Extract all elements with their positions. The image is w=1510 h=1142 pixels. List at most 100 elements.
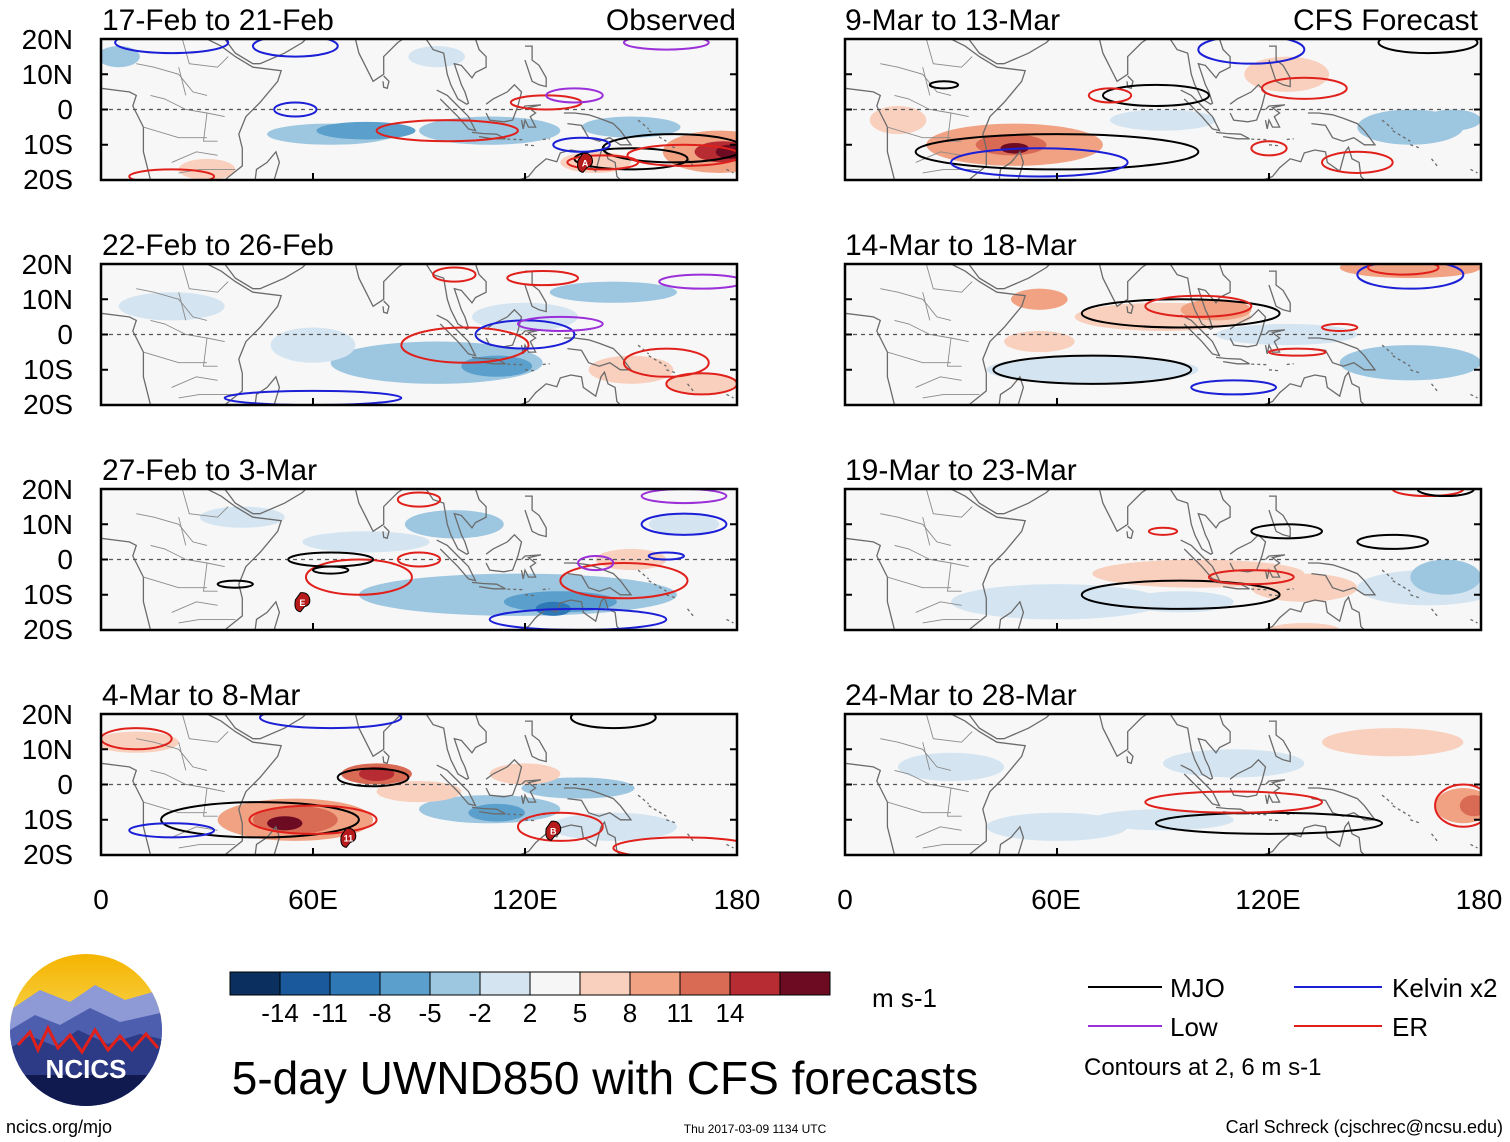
island-chain: [666, 819, 678, 824]
coastline: [1307, 112, 1377, 146]
contour-E: [1434, 783, 1481, 828]
contour-M: [1416, 489, 1475, 498]
contour-E: [516, 811, 604, 842]
coastline: [845, 489, 1027, 630]
panel-title-obs-1: 17-Feb to 21-Feb: [102, 4, 334, 37]
coastline: [1244, 370, 1365, 405]
border: [915, 601, 962, 613]
coastline: [1264, 554, 1286, 580]
island-chain: [507, 363, 526, 366]
island-chain: [637, 569, 650, 580]
border: [171, 151, 218, 163]
contour-M: [216, 579, 254, 589]
border: [136, 513, 208, 546]
contour-M: [928, 80, 960, 90]
border: [136, 63, 208, 96]
anomaly-region: [118, 292, 225, 321]
anomaly-region: [1339, 264, 1481, 279]
wave-contours: [223, 266, 737, 405]
colorbar-tick-label: -11: [312, 998, 348, 1028]
coastline: [845, 762, 896, 855]
country-borders: [880, 264, 980, 399]
lon-label-180-right: 180: [1456, 884, 1503, 915]
coastline: [1215, 356, 1250, 365]
anomaly-region: [648, 513, 720, 535]
coastline: [254, 375, 281, 405]
border: [946, 337, 962, 367]
wave-contours: [914, 39, 1479, 178]
coastline: [1244, 820, 1365, 855]
ncics-logo: NCICS: [10, 954, 162, 1106]
coastline: [845, 537, 896, 630]
coastline: [520, 779, 542, 805]
anomaly-region: [101, 46, 140, 68]
island-chain: [1381, 794, 1394, 805]
border: [922, 393, 980, 399]
border: [171, 376, 218, 388]
colorbar-tick-label: -14: [261, 998, 299, 1028]
lat-label-0-1: 0: [57, 94, 73, 125]
contour-E: [1147, 526, 1179, 536]
border: [202, 787, 218, 817]
anomaly-region: [898, 752, 1004, 781]
coastline: [425, 489, 487, 555]
panel-title-fcst-1: 9-Mar to 13-Mar: [845, 4, 1060, 37]
colorbar-swatch: [629, 971, 681, 996]
anomaly-region: [302, 531, 430, 553]
island-chain: [1268, 144, 1280, 147]
island-chain: [1286, 363, 1294, 366]
border: [922, 67, 931, 96]
coastline: [524, 720, 547, 763]
island-chain: [1410, 144, 1422, 149]
country-borders: [136, 264, 236, 399]
contour-E: [248, 804, 378, 835]
anomaly-region: [666, 373, 737, 395]
border: [880, 63, 952, 96]
border: [922, 843, 980, 849]
coastline: [254, 600, 281, 630]
contour-K: [647, 551, 685, 561]
border: [178, 843, 236, 849]
island-chain: [524, 369, 536, 372]
coastline: [845, 714, 1027, 855]
contour-K: [251, 39, 339, 58]
border: [202, 337, 218, 367]
anomaly-region: [376, 780, 462, 803]
coastline: [563, 562, 633, 596]
contour-E: [559, 562, 689, 600]
colorbar-swatch: [479, 971, 531, 996]
coastline: [471, 356, 506, 365]
anomaly-region: [1424, 109, 1481, 131]
anomaly-region: [869, 105, 927, 135]
coastline: [1307, 337, 1377, 371]
legend: MJO Kelvin x2 Low ER Contours at 2, 6 m …: [1084, 973, 1498, 1081]
lat-label-10s-4: 10S: [23, 804, 73, 835]
border: [178, 67, 187, 96]
coastline: [845, 264, 1027, 405]
border: [894, 319, 969, 343]
lat-label-20s-3: 20S: [23, 614, 73, 645]
contour-E: [1260, 76, 1348, 100]
cyclone-label: B: [550, 826, 557, 836]
contour-M: [601, 133, 737, 164]
lat-label-10s-1: 10S: [23, 129, 73, 160]
contour-M: [1377, 39, 1479, 55]
coastline: [334, 489, 405, 533]
lon-label-180-left: 180: [714, 884, 761, 915]
border: [887, 801, 951, 814]
lat-label-20s-1: 20S: [23, 164, 73, 195]
lat-label-20s-2: 20S: [23, 389, 73, 420]
forecast-panel-3: [843, 487, 1483, 632]
country-borders: [136, 39, 236, 174]
coastline: [1078, 264, 1149, 308]
island-chain: [637, 794, 650, 805]
border: [880, 513, 952, 546]
wind-anomaly-shading: [101, 731, 677, 841]
legend-label-er: ER: [1392, 1012, 1428, 1042]
border: [181, 489, 229, 518]
wave-contours: [114, 39, 737, 180]
footer-url[interactable]: ncics.org/mjo: [6, 1117, 112, 1137]
coastlines: [101, 489, 734, 630]
country-borders: [880, 714, 980, 849]
coastline: [382, 300, 390, 315]
